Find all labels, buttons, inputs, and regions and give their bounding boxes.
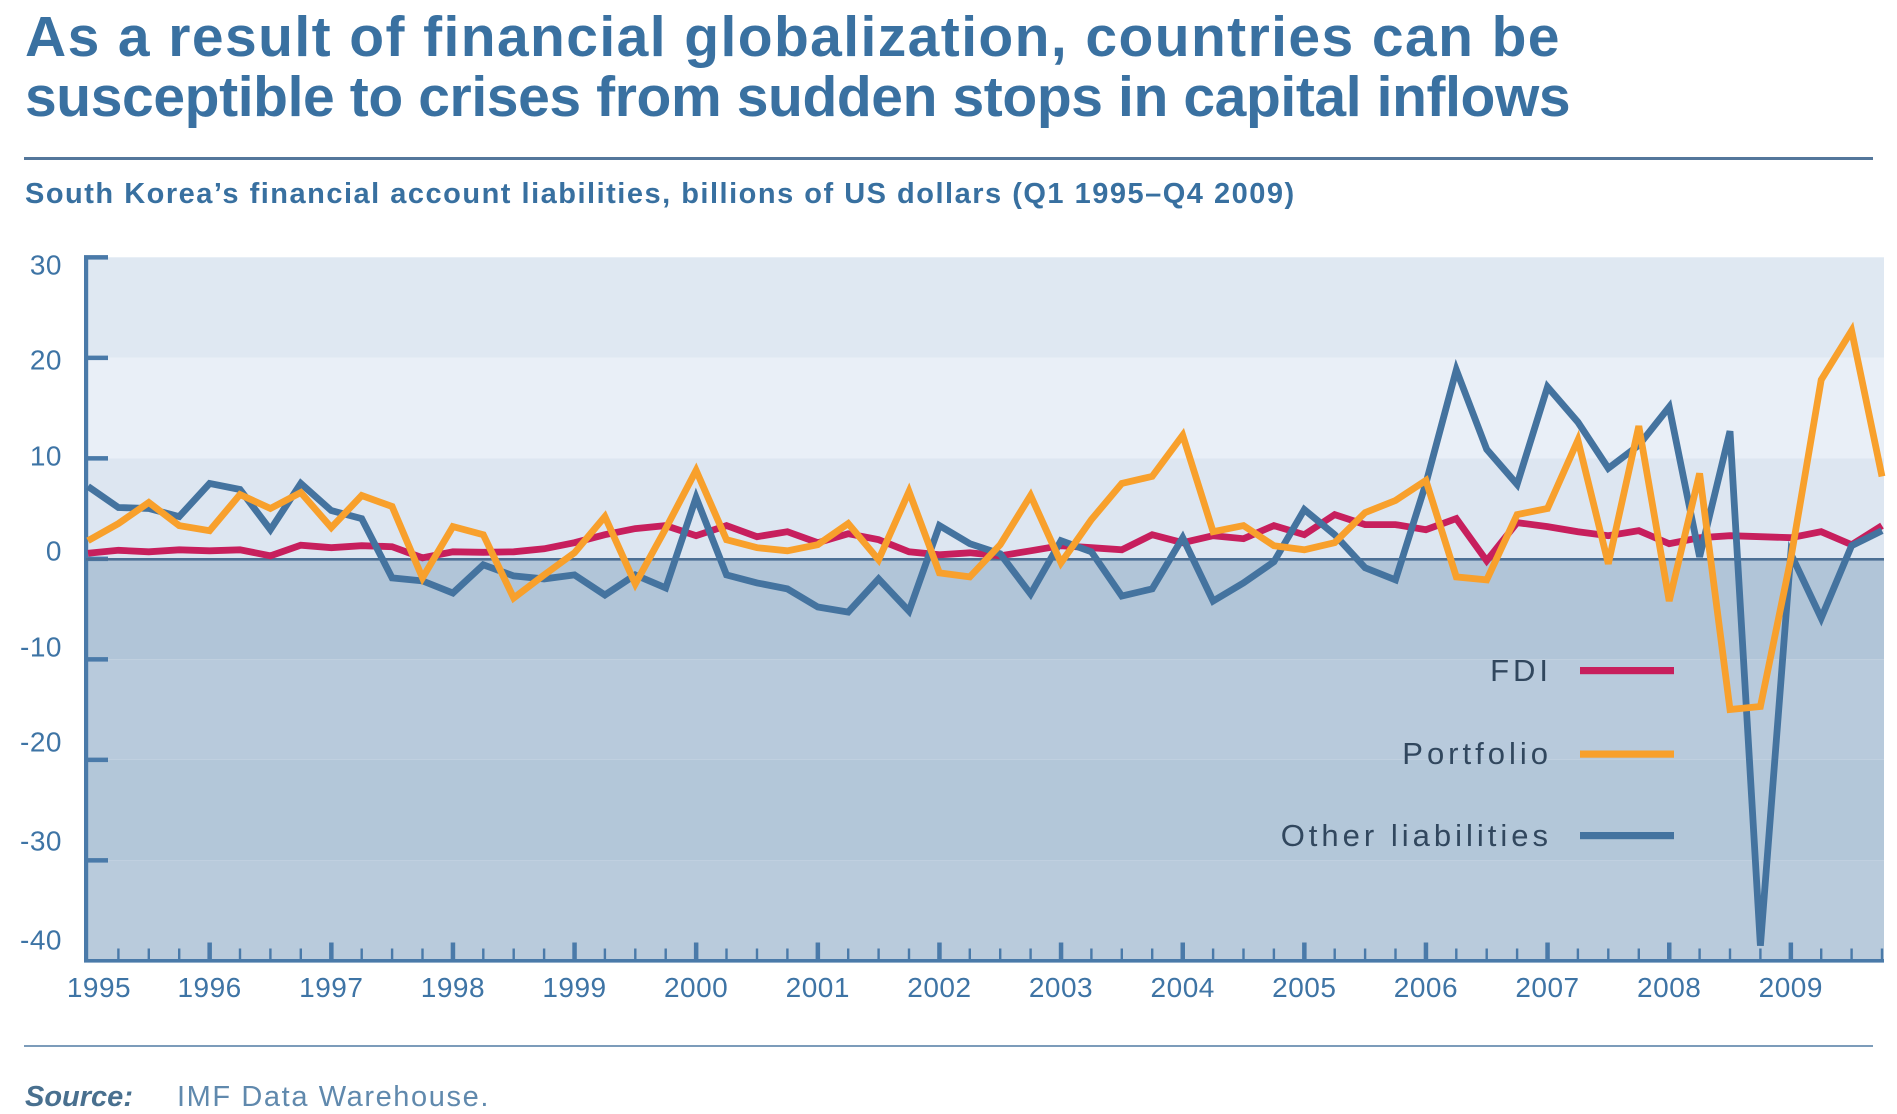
svg-text:Portfolio: Portfolio — [1402, 736, 1552, 771]
svg-text:2005: 2005 — [1272, 972, 1336, 1003]
svg-text:2008: 2008 — [1637, 972, 1701, 1003]
svg-text:2004: 2004 — [1151, 972, 1215, 1003]
svg-text:1996: 1996 — [177, 972, 241, 1003]
svg-text:1997: 1997 — [299, 972, 363, 1003]
svg-text:1999: 1999 — [542, 972, 606, 1003]
svg-text:10: 10 — [30, 441, 62, 472]
svg-text:Other liabilities: Other liabilities — [1281, 818, 1552, 853]
svg-text:1995: 1995 — [67, 972, 131, 1003]
svg-text:-20: -20 — [20, 727, 62, 758]
svg-text:20: 20 — [30, 345, 62, 376]
svg-text:-10: -10 — [20, 632, 62, 663]
svg-text:-30: -30 — [20, 826, 62, 857]
svg-text:FDI: FDI — [1490, 653, 1552, 688]
svg-text:2006: 2006 — [1394, 972, 1458, 1003]
svg-text:2009: 2009 — [1759, 972, 1823, 1003]
svg-text:-40: -40 — [20, 925, 62, 956]
svg-text:1998: 1998 — [421, 972, 485, 1003]
svg-text:2000: 2000 — [664, 972, 728, 1003]
svg-text:2001: 2001 — [786, 972, 850, 1003]
svg-text:0: 0 — [46, 536, 62, 567]
svg-text:2007: 2007 — [1515, 972, 1579, 1003]
svg-text:2002: 2002 — [907, 972, 971, 1003]
svg-text:30: 30 — [30, 250, 62, 281]
svg-text:2003: 2003 — [1029, 972, 1093, 1003]
